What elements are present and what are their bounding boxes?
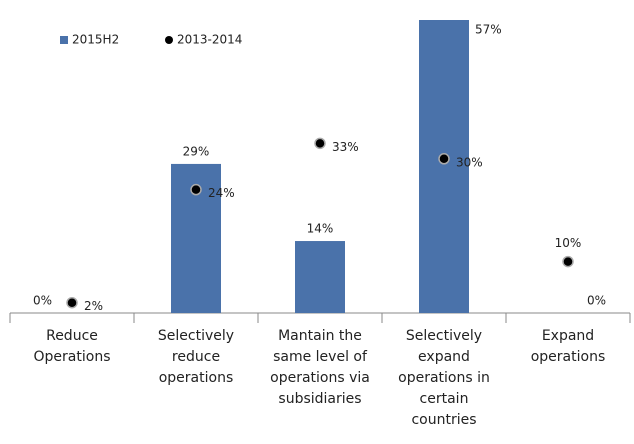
legend-label: 2013-2014 [177,33,242,47]
data-label: 10% [555,236,582,250]
bar [419,20,469,313]
x-tick-label: Reduce Operations [33,328,111,365]
dot [314,137,326,150]
dot [190,183,202,196]
data-label: 30% [456,155,483,169]
data-label: 33% [332,140,359,154]
dot [438,153,450,165]
x-tick-label: Mantain the same level of operations via… [270,328,370,407]
x-tick-label: Expand operations [530,328,606,365]
data-label: 29% [183,144,210,158]
dot [562,255,574,268]
data-label: 14% [307,222,334,236]
x-tick-label: Selectively reduce operations [157,328,235,386]
bar [295,241,345,313]
legend-swatch [165,36,173,44]
data-label: 0% [587,294,606,308]
data-label: 57% [475,23,502,37]
x-tick-label: Selectively expand operations in certain… [398,328,490,428]
data-label: 2% [84,299,103,313]
legend-swatch [60,36,68,44]
data-label: 24% [208,186,235,200]
legend-label: 2015H2 [72,33,119,47]
dot [66,296,78,309]
data-label: 0% [33,294,52,308]
